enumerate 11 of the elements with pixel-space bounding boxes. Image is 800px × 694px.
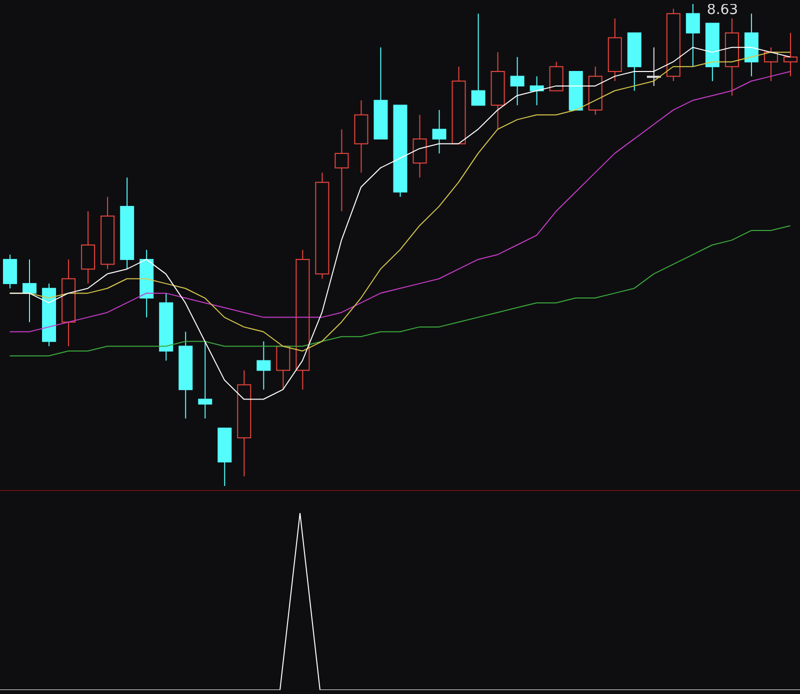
candlestick [646,46,661,86]
candlestick [22,258,37,323]
candlestick [256,340,271,390]
candlestick [334,128,349,212]
candlestick [471,13,486,106]
candlestick [510,56,524,106]
candlestick [432,110,446,154]
candlestick [198,340,212,420]
candlestick [783,32,798,77]
candlestick [530,76,544,106]
candlestick [686,4,700,68]
